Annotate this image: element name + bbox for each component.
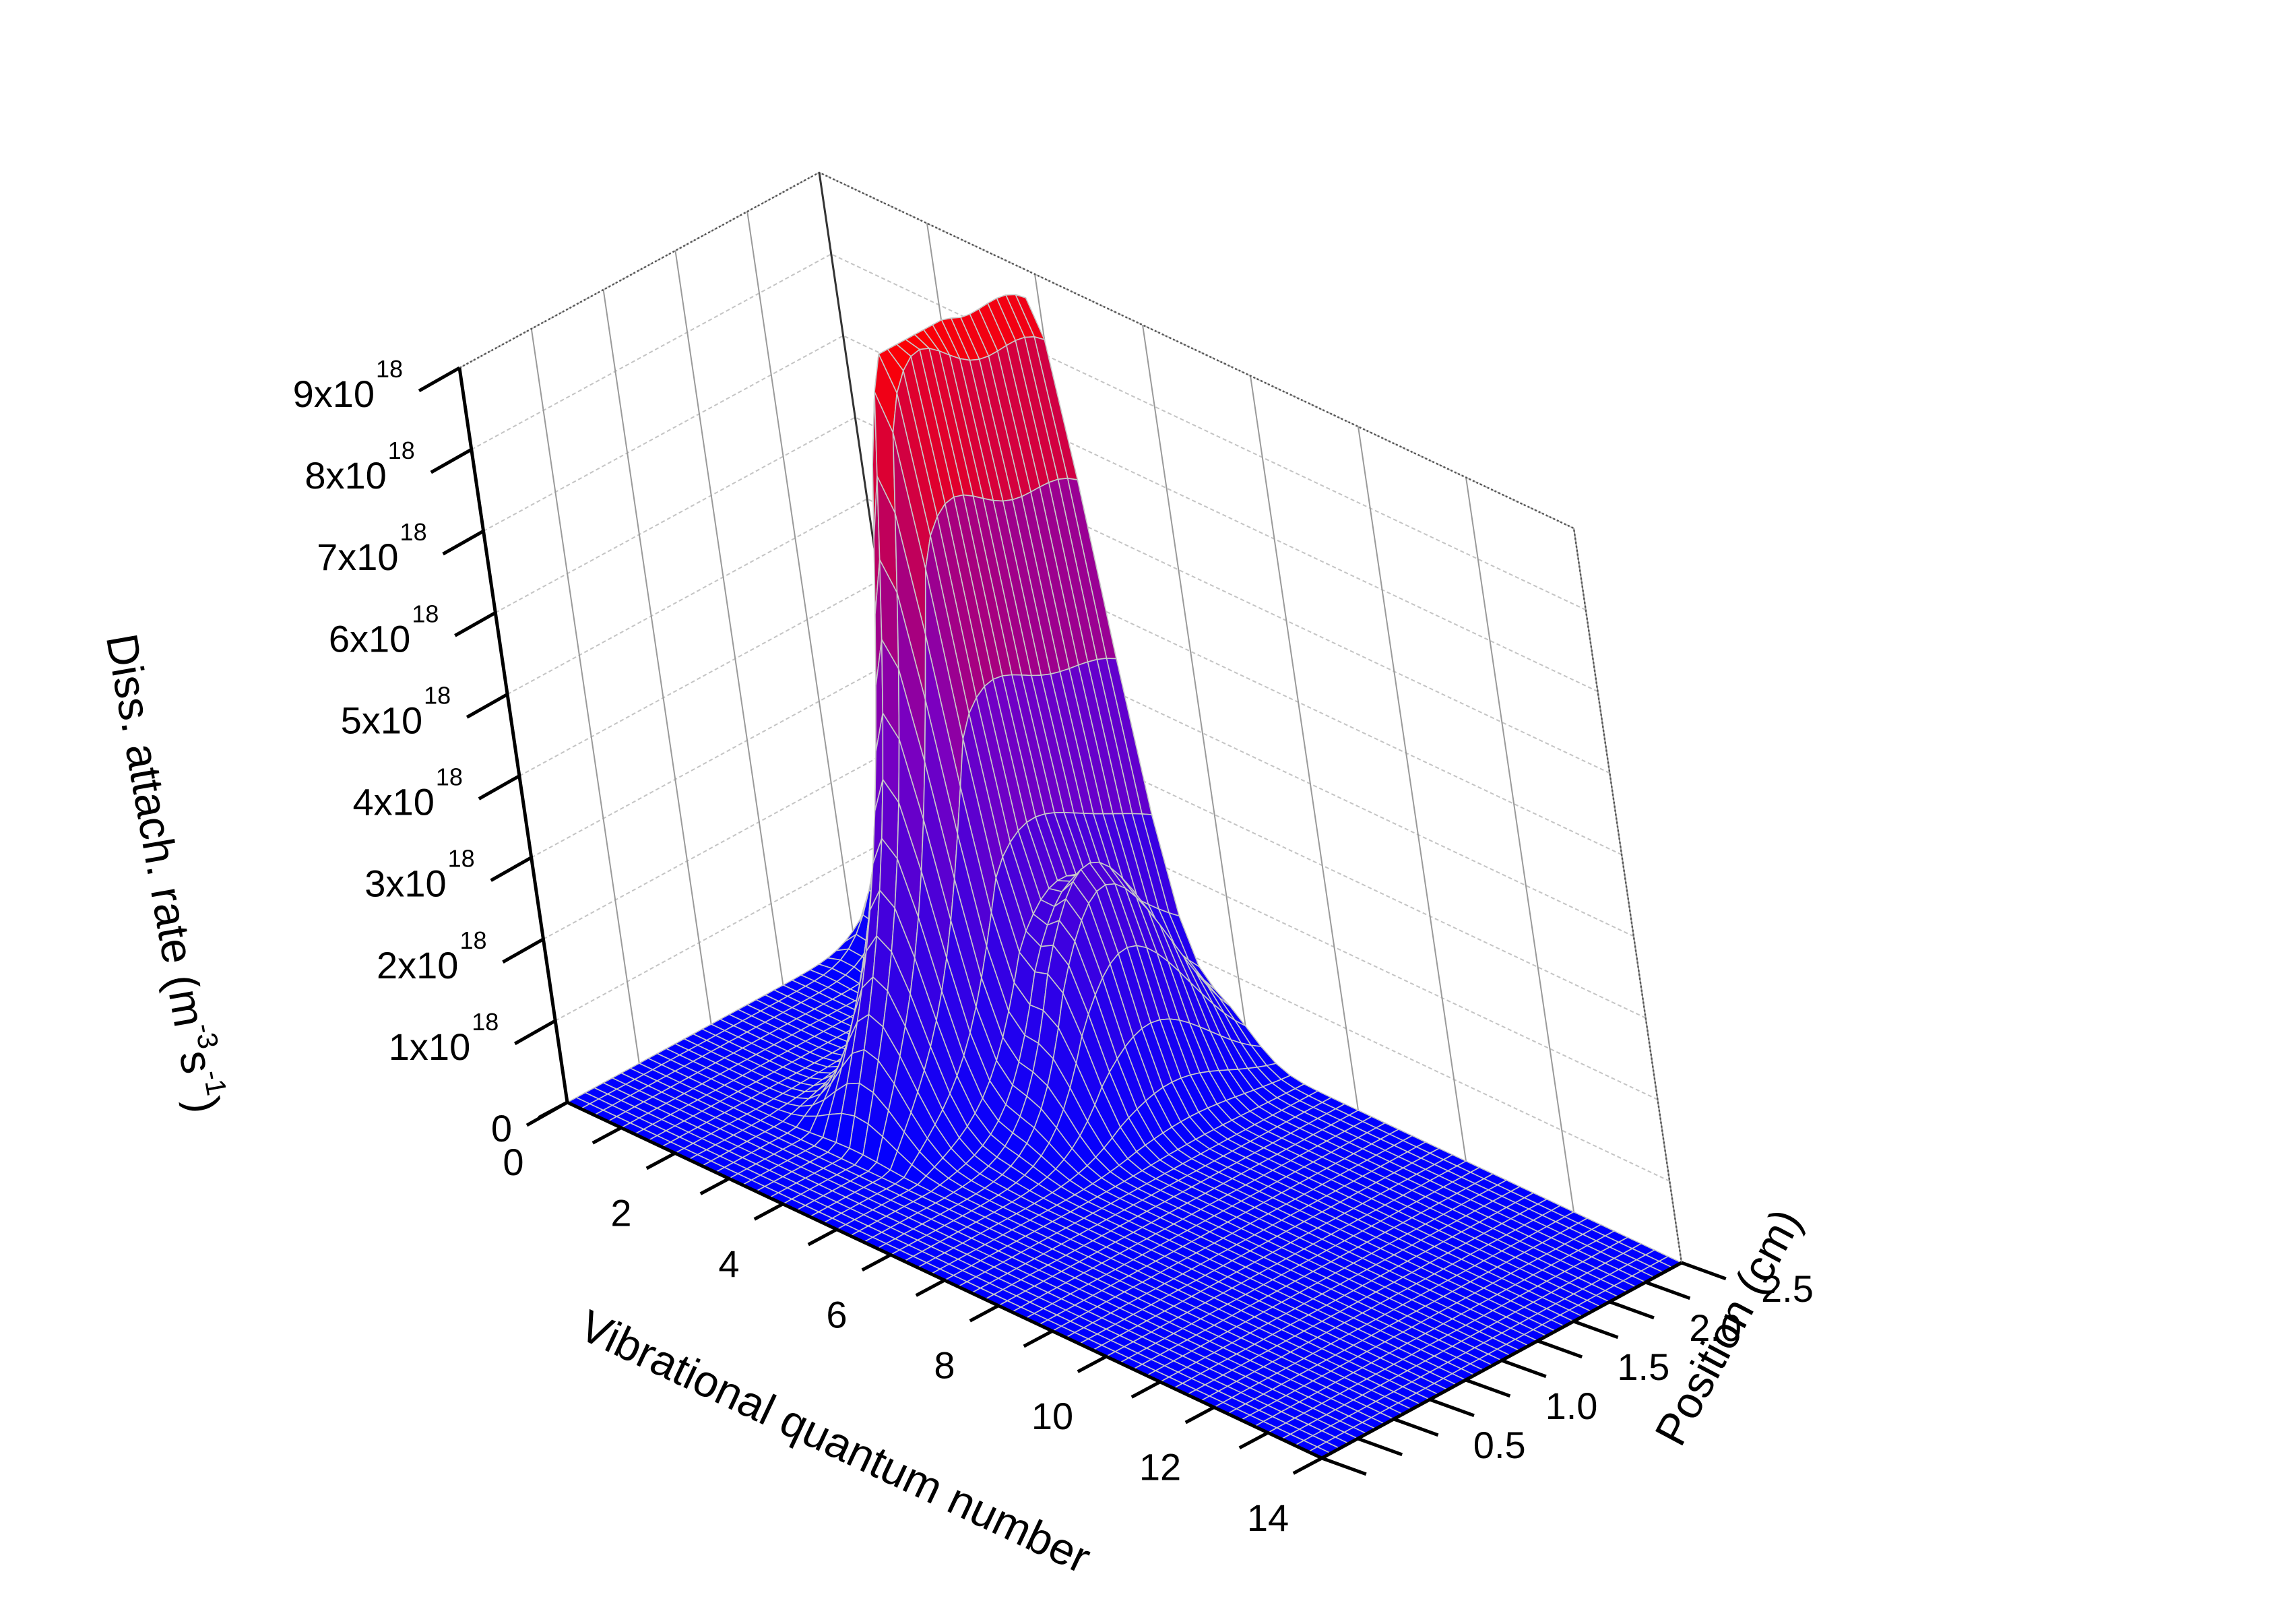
y-tick	[1681, 1261, 1727, 1281]
x-tick	[969, 1304, 1000, 1323]
x-tick	[645, 1152, 676, 1170]
z-tick-label: 0	[491, 1107, 512, 1150]
z-tick	[454, 611, 497, 637]
x-tick	[1130, 1380, 1161, 1399]
z-tick	[418, 366, 461, 393]
pos-gridline	[530, 328, 640, 1064]
x-tick-label: 8	[934, 1344, 955, 1387]
y-tick	[1465, 1378, 1511, 1398]
z-tick-exponent: 18	[459, 926, 486, 954]
z-axis-title: Diss. attach. rate (m-3s-1)	[97, 629, 236, 1117]
z-tick-label: 1x10	[389, 1026, 470, 1068]
z-tick-exponent: 18	[472, 1008, 499, 1036]
z-tick-exponent: 18	[424, 681, 451, 709]
x-tick	[861, 1253, 892, 1272]
x-tick	[538, 1100, 569, 1119]
x-tick	[592, 1126, 623, 1145]
v-gridline	[1465, 477, 1574, 1212]
z-tick	[478, 774, 521, 800]
z-gridline	[459, 171, 1574, 529]
x-tick	[1077, 1354, 1108, 1373]
z-tick-exponent: 18	[388, 437, 415, 464]
x-tick-label: 14	[1247, 1497, 1289, 1539]
z-tick	[442, 530, 484, 556]
pos-gridline	[746, 211, 856, 947]
x-tick	[1292, 1456, 1323, 1475]
x-axis-title: Vibrational quantum number	[572, 1300, 1098, 1582]
x-tick	[1238, 1431, 1269, 1450]
z-tick	[430, 447, 473, 474]
z-tick-label: 2x10	[377, 944, 458, 986]
v-gridline	[1142, 325, 1251, 1060]
z-title-sup1: -3	[189, 1021, 225, 1051]
y-tick	[1393, 1417, 1439, 1437]
z-title-sup2: -1	[197, 1067, 233, 1098]
y-tick-label: 1.0	[1545, 1385, 1598, 1427]
y-tick	[1609, 1300, 1655, 1320]
y-tick	[1537, 1339, 1583, 1359]
x-tick	[699, 1176, 730, 1195]
z-tick	[513, 1019, 556, 1046]
y-tick	[1501, 1358, 1547, 1379]
x-tick-label: 0	[503, 1141, 523, 1183]
z-tick	[466, 693, 509, 719]
z-gridline	[471, 253, 1587, 611]
z-tick-exponent: 18	[448, 845, 475, 873]
z-tick-label: 7x10	[317, 536, 398, 578]
z-tick-exponent: 18	[436, 763, 463, 791]
wall-frame	[459, 171, 1683, 1263]
y-tick-label: 1.5	[1617, 1346, 1669, 1388]
z-title-main: Diss. attach. rate (m	[97, 630, 215, 1030]
x-tick-label: 4	[718, 1243, 739, 1285]
axes	[418, 366, 1727, 1476]
z-tick-label: 8x10	[305, 454, 386, 497]
z-gridline	[554, 824, 1670, 1182]
z-tick-label: 9x10	[293, 373, 375, 415]
z-tick-label: 4x10	[352, 781, 434, 823]
x-tick	[1023, 1329, 1054, 1348]
z-tick-label: 3x10	[364, 862, 446, 905]
z-tick-exponent: 18	[376, 355, 403, 383]
y-tick	[1429, 1397, 1475, 1418]
svg-text:Diss. attach. rate (m-3s-1): Diss. attach. rate (m-3s-1)	[97, 629, 236, 1117]
x-tick	[807, 1228, 838, 1247]
y-tick	[1645, 1280, 1691, 1300]
pos-gridline	[602, 289, 712, 1025]
x-tick	[753, 1202, 784, 1221]
y-tick-label: 2.5	[1761, 1267, 1814, 1310]
x-tick-label: 2	[610, 1191, 631, 1234]
z-tick-exponent: 18	[412, 600, 439, 627]
x-tick	[915, 1278, 946, 1297]
x-tick-label: 10	[1031, 1395, 1073, 1437]
z-gridline	[519, 579, 1634, 937]
v-gridline	[1358, 426, 1467, 1162]
surface-mesh	[567, 294, 1682, 1459]
z-tick-label: 6x10	[329, 617, 410, 660]
y-tick	[1321, 1456, 1367, 1476]
y-tick	[1572, 1319, 1619, 1340]
z-tick-label: 5x10	[341, 699, 422, 741]
z-tick	[490, 856, 532, 882]
z-gridline	[495, 416, 1610, 774]
left-wall	[459, 172, 927, 1102]
y-tick-label: 2.0	[1689, 1307, 1742, 1349]
z-gridline	[483, 335, 1599, 693]
v-gridline	[1250, 375, 1359, 1110]
x-tick-label: 12	[1139, 1446, 1181, 1488]
y-tick	[1357, 1437, 1403, 1457]
pos-gridline	[674, 250, 784, 986]
z-gridline	[542, 743, 1658, 1100]
z-title-end: )	[179, 1094, 230, 1117]
x-tick	[1184, 1406, 1215, 1424]
z-gridline	[531, 661, 1647, 1019]
z-tick	[502, 937, 544, 964]
z-gridline	[507, 498, 1622, 856]
z-tick-exponent: 18	[400, 518, 427, 546]
y-tick-label: 0.5	[1473, 1424, 1526, 1466]
x-tick-label: 6	[826, 1293, 847, 1335]
z-axis-line	[457, 367, 569, 1103]
